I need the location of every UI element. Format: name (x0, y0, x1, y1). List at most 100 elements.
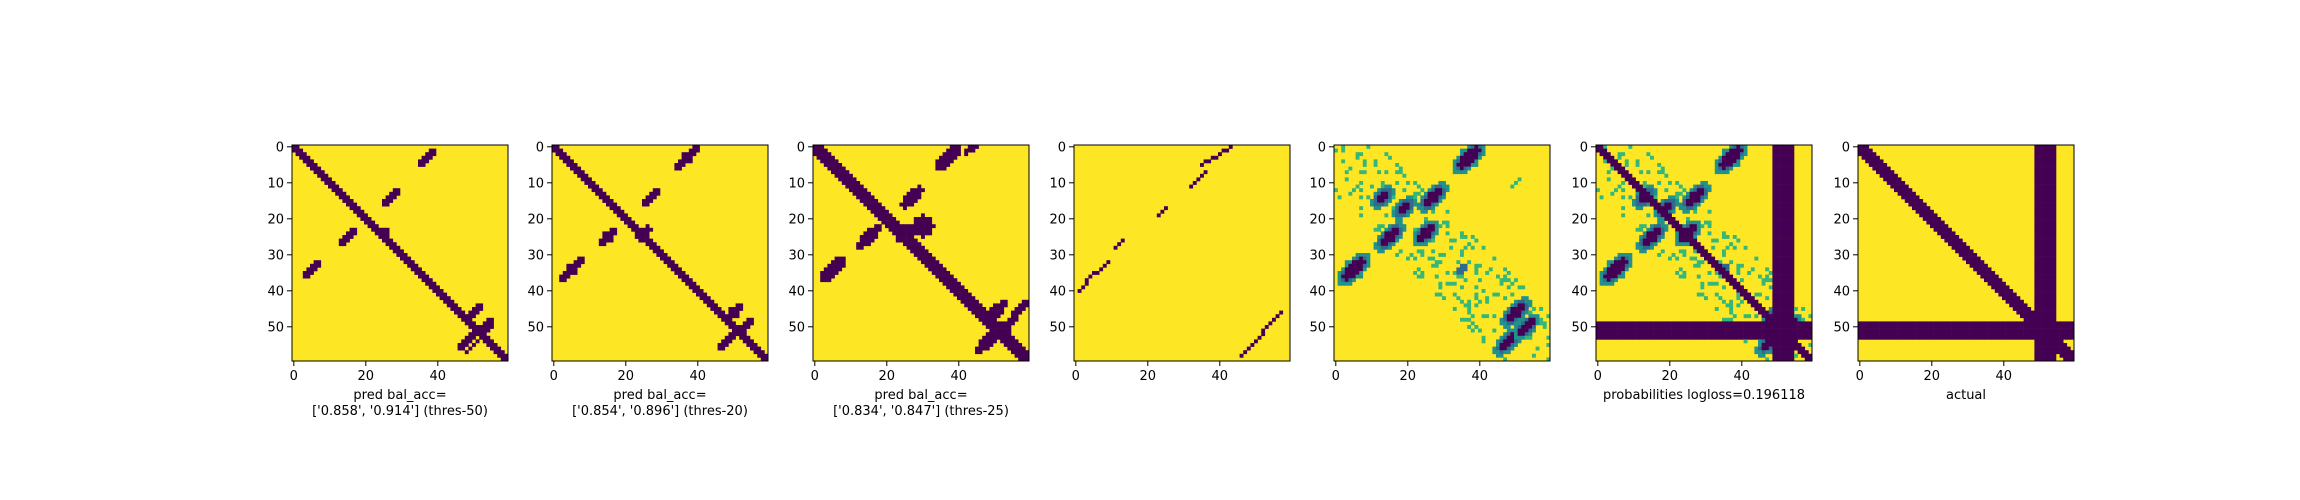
heatmap-cell (667, 256, 672, 261)
heatmap-cell (1772, 299, 1777, 304)
heatmap-cell (1542, 321, 1547, 326)
heatmap-cell (652, 242, 657, 247)
heatmap-cell (1786, 191, 1791, 196)
heatmap-cell (953, 289, 958, 293)
heatmap-cell (874, 231, 879, 236)
heatmap-cell (721, 317, 726, 322)
heatmap-cell (1352, 271, 1356, 275)
heatmap-cell (739, 303, 744, 308)
heatmap-cell (1395, 181, 1400, 185)
heatmap-cell (1772, 227, 1777, 232)
heatmap-cell (1018, 303, 1023, 308)
heatmap-cell (1503, 350, 1508, 355)
heatmap-cell (2048, 177, 2053, 182)
heatmap-cell (1492, 346, 1497, 351)
heatmap-cell (1261, 332, 1266, 337)
heatmap-cell (320, 177, 325, 182)
heatmap-cell (1743, 335, 1748, 340)
heatmap-cell (1621, 206, 1626, 211)
heatmap-cell (1894, 181, 1898, 185)
heatmap-cell (1398, 199, 1403, 203)
heatmap-background (1074, 145, 1290, 361)
heatmap-cell (1790, 317, 1795, 322)
heatmap-cell (1861, 321, 1866, 326)
heatmap-cell (1886, 173, 1891, 178)
heatmap-cell (1736, 271, 1741, 275)
heatmap-cell (1646, 321, 1651, 326)
heatmap-cell (989, 317, 994, 322)
heatmap-cell (1732, 235, 1737, 239)
heatmap-cell (1000, 307, 1005, 311)
heatmap-cell (1614, 256, 1618, 261)
heatmap-cell (1388, 238, 1392, 243)
heatmap-cell (620, 213, 625, 218)
heatmap-cell (374, 224, 379, 229)
heatmap-cell (1908, 191, 1913, 196)
heatmap-cell (1344, 177, 1349, 182)
heatmap-cell (1700, 199, 1705, 203)
heatmap-cell (867, 238, 871, 243)
heatmap-cell (1786, 357, 1791, 362)
heatmap-cell (1424, 227, 1428, 232)
heatmap-cell (1517, 299, 1522, 304)
heatmap-cell (985, 335, 990, 340)
heatmap-cell (1642, 202, 1647, 207)
heatmap-cell (1639, 188, 1644, 193)
heatmap-cell (2002, 281, 2006, 286)
heatmap-cell (2048, 263, 2053, 268)
heatmap-cell (732, 314, 736, 319)
heatmap-cell (1768, 339, 1773, 344)
heatmap-cell (1352, 274, 1356, 279)
heatmap-cell (1682, 328, 1687, 333)
heatmap-cell (917, 249, 922, 254)
heatmap-cell (1714, 292, 1719, 297)
heatmap-cell (2034, 267, 2039, 272)
heatmap-cell (1886, 170, 1891, 175)
heatmap-cell (2052, 209, 2057, 214)
heatmap-cell (634, 227, 639, 232)
heatmap-cell (566, 163, 571, 167)
heatmap-cell (1628, 260, 1633, 265)
heatmap-cell (1729, 163, 1734, 167)
heatmap-cell (1790, 159, 1795, 164)
heatmap-cell (1485, 296, 1490, 301)
heatmap-cell (1772, 145, 1777, 149)
heatmap-cell (1409, 209, 1414, 214)
heatmap-cell (1890, 321, 1895, 326)
heatmap-cell (1434, 260, 1439, 265)
heatmap-cell (1740, 328, 1744, 333)
heatmap-cell (1973, 260, 1978, 265)
heatmap-cell (2048, 271, 2053, 275)
heatmap-cell (410, 267, 415, 272)
heatmap-cell (1904, 328, 1909, 333)
heatmap-cell (732, 328, 736, 333)
heatmap-cell (613, 209, 618, 214)
heatmap-cell (1966, 249, 1970, 254)
heatmap-cell (1642, 328, 1647, 333)
heatmap-cell (577, 256, 582, 261)
heatmap-cell (645, 224, 650, 229)
heatmap-cell (1678, 184, 1683, 189)
heatmap-cell (1786, 227, 1791, 232)
heatmap-cell (1714, 170, 1719, 175)
heatmap-cell (2041, 238, 2046, 243)
heatmap-cell (2020, 328, 2024, 333)
heatmap-cell (931, 271, 936, 275)
heatmap-cell (588, 184, 592, 189)
heatmap-cell (1521, 325, 1526, 329)
heatmap-cell (1718, 296, 1723, 301)
heatmap-cell (656, 191, 661, 196)
heatmap-cell (2041, 310, 2046, 315)
heatmap-cell (1427, 191, 1432, 196)
heatmap-cell (1765, 339, 1770, 344)
heatmap-cell (2063, 350, 2068, 355)
heatmap-cell (1352, 256, 1356, 261)
heatmap-cell (1786, 285, 1791, 290)
heatmap-cell (1438, 224, 1443, 229)
heatmap-cell (1682, 206, 1687, 211)
heatmap-cell (764, 353, 769, 358)
heatmap-cell (403, 253, 408, 257)
heatmap-cell (1025, 353, 1030, 358)
heatmap-cell (881, 206, 886, 211)
heatmap-cell (1976, 256, 1981, 261)
